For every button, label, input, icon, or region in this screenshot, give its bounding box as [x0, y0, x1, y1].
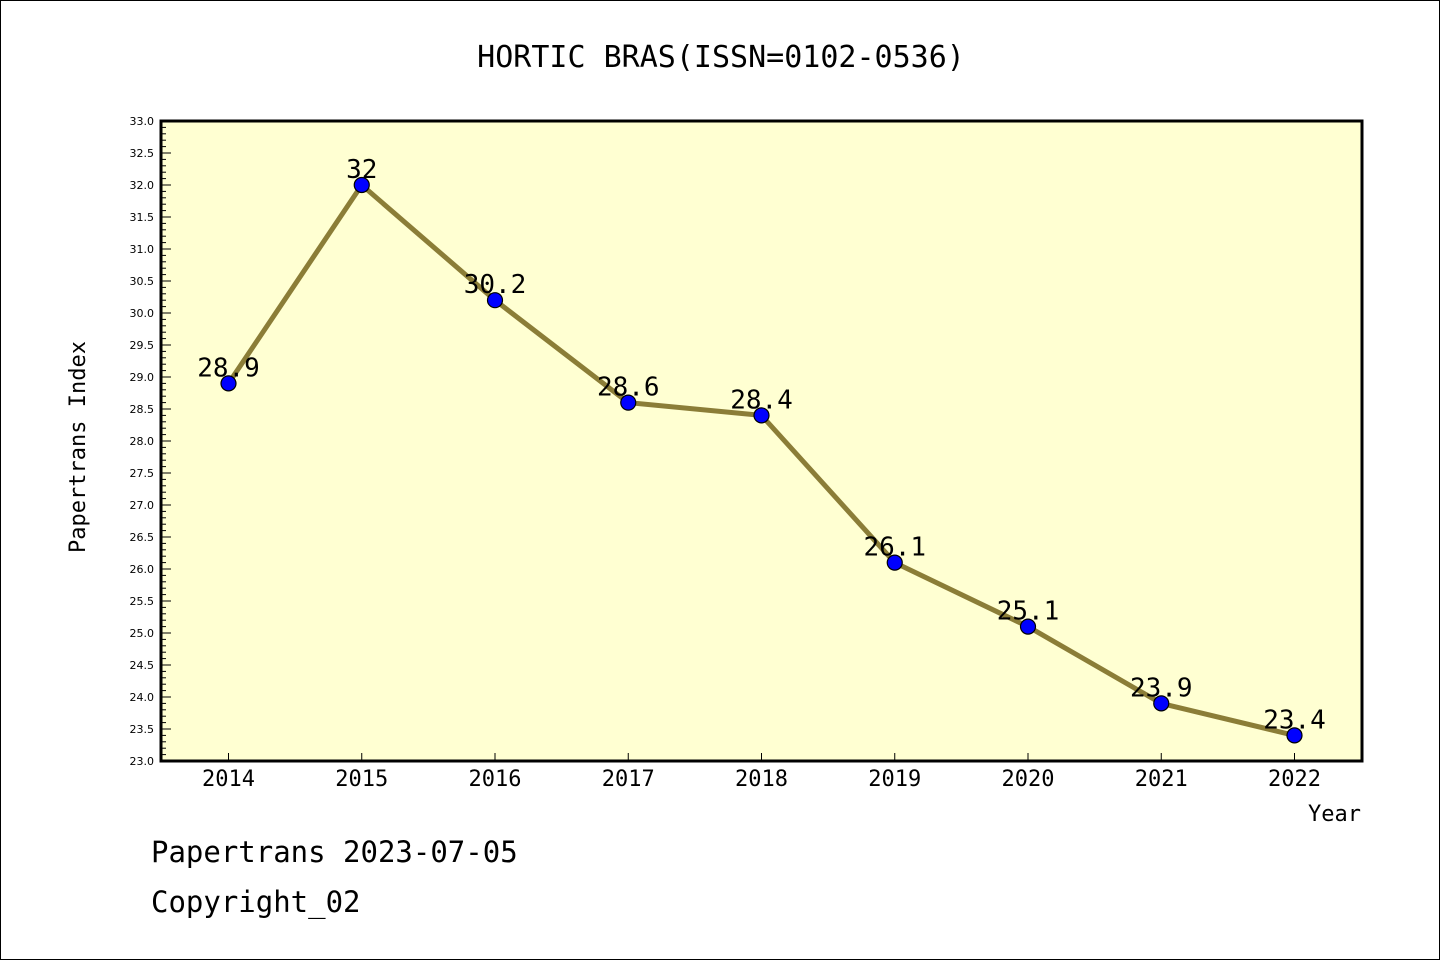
y-tick-label: 30.5	[130, 275, 155, 288]
y-tick-label: 29.5	[130, 339, 155, 352]
data-point	[353, 176, 370, 194]
x-tick-label: 2015	[335, 767, 388, 792]
data-point	[1286, 727, 1303, 744]
y-axis: 23.0 23.5 24.0 24.5 25.0 25.5 26.0 26.5 27.0 27.5…	[130, 115, 171, 768]
data-point	[886, 554, 903, 571]
y-tick-label: 24.0	[130, 691, 155, 704]
x-tick-label: 2020	[1002, 767, 1055, 792]
x-tick-label: 2016	[469, 767, 522, 792]
x-axis-title: Year	[1308, 802, 1361, 827]
y-tick-label: 26.5	[130, 531, 155, 544]
y-tick-label: 28.0	[130, 435, 155, 448]
footer-copyright: Copyright_02	[151, 885, 361, 919]
y-tick-label: 26.0	[130, 563, 155, 576]
x-tick-label: 2022	[1268, 767, 1321, 792]
y-tick-label: 28.5	[130, 403, 155, 416]
x-tick-label: 2017	[602, 767, 655, 792]
data-label: 30.2	[464, 270, 527, 300]
data-label: 28.9	[197, 353, 260, 383]
chart-title: HORTIC BRAS(ISSN=0102-0536)	[477, 40, 965, 75]
data-point	[486, 292, 504, 309]
x-axis: 2014 2015 2016 2017 2018 2019 2020 2021 2022	[202, 753, 1321, 792]
data-point	[1153, 695, 1170, 712]
y-tick-label: 24.5	[130, 659, 155, 672]
x-tick-label: 2021	[1135, 767, 1188, 792]
y-tick-label: 32.0	[130, 179, 155, 192]
x-tick-label: 2014	[202, 767, 255, 792]
data-label: 23.4	[1263, 705, 1326, 735]
y-tick-label: 29.0	[130, 371, 155, 384]
data-label: 32	[346, 155, 377, 185]
y-tick-label: 32.5	[130, 147, 155, 160]
series-markers	[220, 176, 1303, 744]
y-tick-label: 31.5	[130, 211, 155, 224]
x-tick-label: 2019	[868, 767, 921, 792]
y-tick-label: 30.0	[130, 307, 155, 320]
y-tick-label: 23.5	[130, 723, 155, 736]
plot-area	[159, 119, 1364, 763]
data-labels: 28.9 32 30.2 28.6 28.4 26.1 25.1 23.9 23.4	[197, 155, 1326, 735]
data-point	[1019, 618, 1037, 635]
data-label: 28.4	[730, 385, 793, 415]
data-label: 26.1	[863, 533, 926, 563]
y-tick-label: 25.5	[130, 595, 155, 608]
data-point	[620, 394, 637, 411]
x-tick-label: 2018	[735, 767, 788, 792]
y-tick-label: 27.5	[130, 467, 155, 480]
data-label: 25.1	[997, 597, 1060, 627]
data-point	[753, 407, 770, 424]
data-point	[220, 375, 237, 392]
footer-date: Papertrans 2023-07-05	[151, 835, 518, 869]
y-axis-title: Papertrans Index	[66, 341, 91, 553]
y-tick-label: 27.0	[130, 499, 155, 512]
data-label: 23.9	[1130, 673, 1193, 703]
y-tick-label: 23.0	[130, 755, 155, 768]
y-tick-label: 31.0	[130, 243, 155, 256]
data-label: 28.6	[597, 373, 660, 403]
y-tick-label: 25.0	[130, 627, 155, 640]
y-tick-label: 33.0	[130, 115, 155, 128]
